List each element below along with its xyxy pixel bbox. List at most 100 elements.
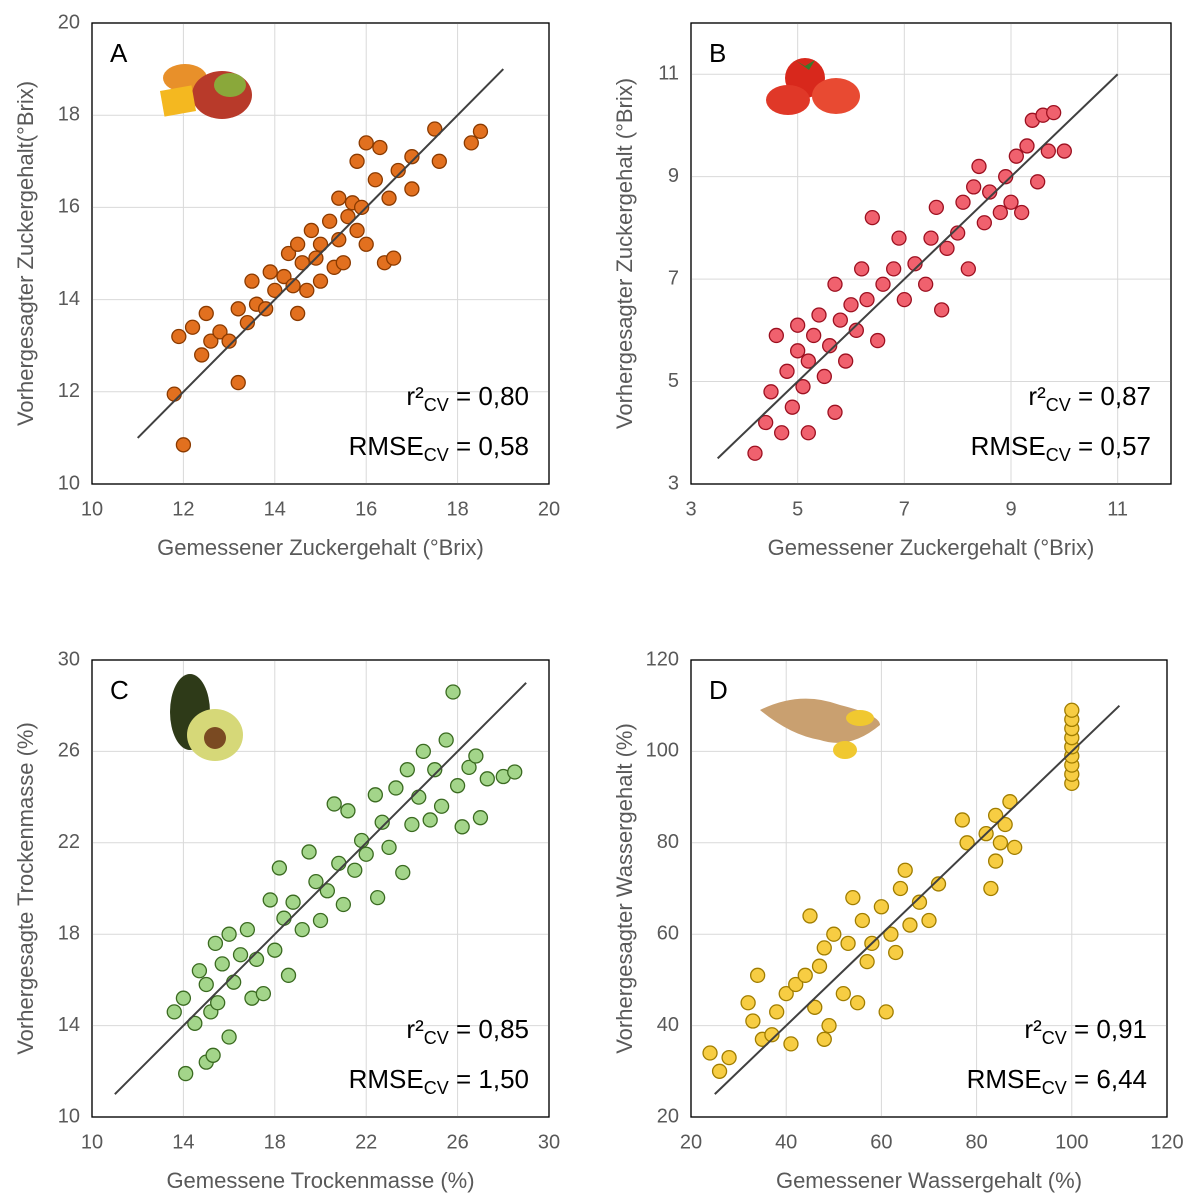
annotation: RMSECV = 6,44 xyxy=(967,1064,1147,1098)
point xyxy=(187,1015,203,1031)
x-tick-label: 16 xyxy=(355,498,377,520)
point xyxy=(783,1036,799,1052)
y-tick-label: 12 xyxy=(58,380,80,402)
point xyxy=(294,255,310,271)
point xyxy=(907,256,923,272)
point xyxy=(960,261,976,277)
y-tick-label: 18 xyxy=(58,922,80,944)
point xyxy=(911,894,928,910)
point xyxy=(166,1004,182,1020)
point xyxy=(711,1063,728,1079)
y-tick-label: 20 xyxy=(58,11,80,33)
y-tick-label: 120 xyxy=(646,648,679,670)
x-tick-label: 22 xyxy=(355,1131,377,1153)
y-axis-title: Vorhergesagter Zuckergehalt(°Brix) xyxy=(13,81,38,426)
point xyxy=(779,363,795,379)
annotation-text: RMSE xyxy=(971,431,1046,461)
point xyxy=(353,199,370,216)
point xyxy=(415,743,431,760)
annotation-subscript: CV xyxy=(1046,395,1071,415)
point xyxy=(203,333,219,349)
x-tick-label: 11 xyxy=(1107,498,1128,520)
x-axis-title: Gemessener Wassergehalt (%) xyxy=(776,1168,1082,1193)
annotation-subscript: CV xyxy=(424,445,449,465)
point xyxy=(175,437,192,453)
point xyxy=(299,282,315,299)
reference-line xyxy=(714,704,1121,1095)
point xyxy=(385,250,402,266)
y-tick-label: 10 xyxy=(58,472,80,494)
point xyxy=(326,796,342,812)
x-tick-label: 12 xyxy=(172,498,194,520)
point xyxy=(886,261,902,277)
point xyxy=(198,305,214,322)
point xyxy=(207,935,224,951)
point xyxy=(390,162,406,179)
point xyxy=(997,816,1013,833)
annotation-value: = 0,58 xyxy=(449,431,529,461)
y-tick-label: 14 xyxy=(58,288,80,310)
y-tick-label: 40 xyxy=(657,1014,679,1036)
x-tick-label: 9 xyxy=(1005,498,1016,520)
point xyxy=(404,181,420,197)
point xyxy=(212,324,228,340)
annotation-subscript: CV xyxy=(1042,1078,1067,1098)
point xyxy=(992,204,1008,221)
point xyxy=(747,445,763,461)
y-tick-label: 10 xyxy=(58,1105,80,1127)
y-tick-label: 60 xyxy=(657,922,679,944)
x-tick-label: 20 xyxy=(538,498,560,520)
annotation-value: = 6,44 xyxy=(1067,1064,1147,1094)
point xyxy=(255,985,272,1002)
point xyxy=(950,225,966,241)
point xyxy=(369,889,386,906)
point xyxy=(321,213,338,229)
icon-mango xyxy=(159,64,252,119)
point xyxy=(918,276,934,292)
x-tick-label: 80 xyxy=(965,1131,987,1153)
point xyxy=(294,921,310,938)
point xyxy=(939,240,955,257)
x-tick-label: 100 xyxy=(1055,1131,1088,1153)
point xyxy=(463,135,479,151)
point xyxy=(507,764,523,780)
point xyxy=(930,876,947,892)
point xyxy=(184,319,201,335)
point xyxy=(849,995,866,1011)
point xyxy=(764,1027,780,1043)
annotation-value: = 1,50 xyxy=(449,1064,529,1094)
point xyxy=(335,255,352,271)
y-axis-title: Vorhergesagter Zuckergehalt (°Brix) xyxy=(612,78,637,429)
point xyxy=(826,926,842,942)
point xyxy=(859,291,875,308)
x-tick-label: 18 xyxy=(446,498,468,520)
panel: 10 12 14 16 18 20 10 12 14 16 18 20 Gemessener Zucke… xyxy=(13,11,560,560)
x-tick-label: 10 xyxy=(81,1131,103,1153)
point xyxy=(998,169,1014,185)
point xyxy=(843,297,859,313)
point xyxy=(331,232,347,248)
point xyxy=(835,985,851,1002)
point xyxy=(449,778,466,794)
point xyxy=(1040,143,1056,159)
point xyxy=(358,236,374,252)
point xyxy=(178,1065,194,1082)
point xyxy=(331,855,347,872)
point xyxy=(1002,794,1018,810)
x-tick-label: 120 xyxy=(1150,1131,1183,1153)
y-tick-label: 11 xyxy=(658,63,679,85)
point xyxy=(171,328,187,345)
panel: 3 5 7 9 11 3 5 7 9 11 Gemessener Zuckergehalt (°Br… xyxy=(612,22,1172,560)
reference-line xyxy=(716,73,1119,460)
annotation-value: = 0,80 xyxy=(449,381,529,411)
point xyxy=(353,832,370,849)
point xyxy=(445,684,461,700)
point xyxy=(358,135,374,151)
point xyxy=(1046,104,1062,121)
point xyxy=(854,261,870,277)
point xyxy=(285,894,301,910)
point xyxy=(976,215,992,231)
point xyxy=(198,976,214,993)
point xyxy=(745,1013,761,1029)
point xyxy=(955,194,971,210)
